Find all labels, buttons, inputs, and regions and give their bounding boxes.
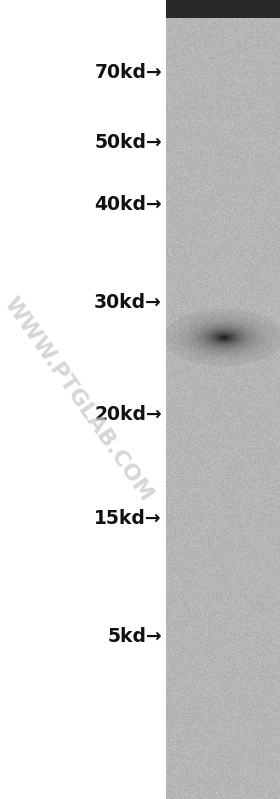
Text: 40kd→: 40kd→ [94,196,162,214]
Text: 15kd→: 15kd→ [94,508,162,527]
Text: 70kd→: 70kd→ [94,62,162,81]
Text: 30kd→: 30kd→ [94,293,162,312]
Text: 5kd→: 5kd→ [107,626,162,646]
Text: WWW.PTGLAB.COM: WWW.PTGLAB.COM [0,294,157,505]
Text: 50kd→: 50kd→ [94,133,162,152]
Text: 20kd→: 20kd→ [94,406,162,424]
